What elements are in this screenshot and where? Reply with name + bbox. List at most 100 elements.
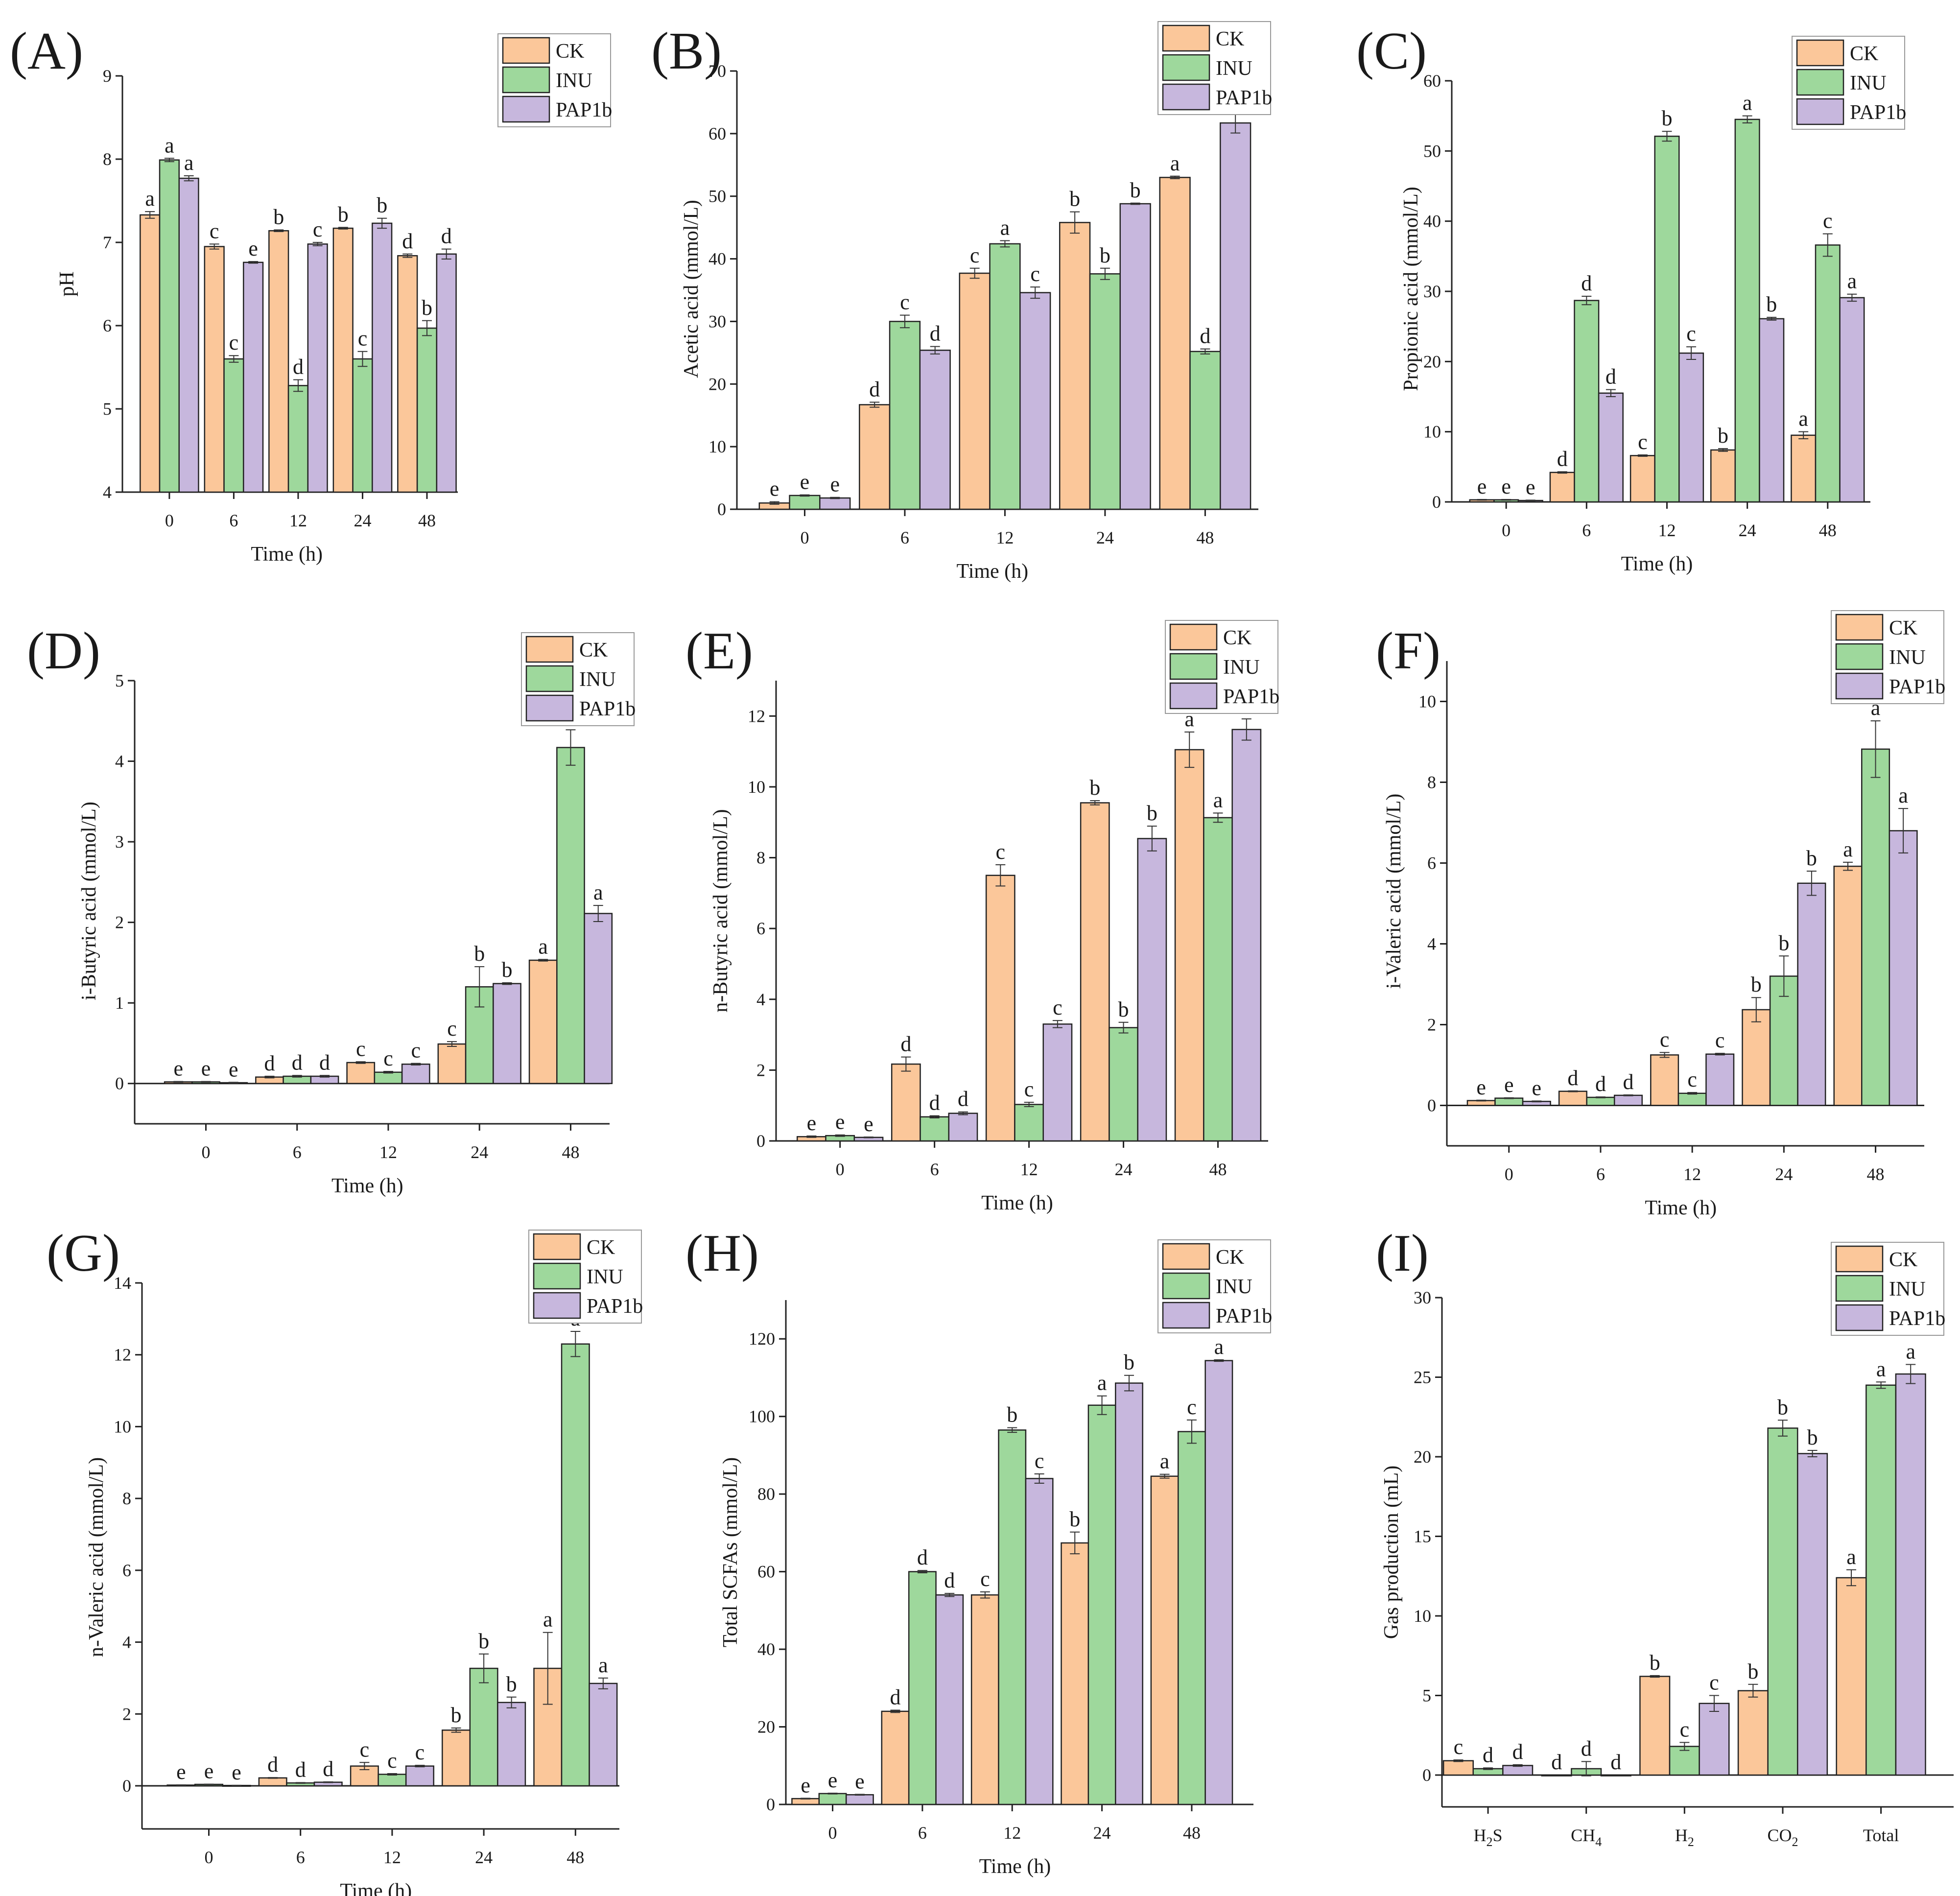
- significance-letter: e: [1501, 474, 1511, 498]
- y-tick-label: 0: [1432, 492, 1441, 512]
- significance-letter: d: [1623, 1070, 1634, 1094]
- significance-letter: e: [201, 1057, 211, 1081]
- bar-CK-CO2: [1737, 1690, 1769, 1776]
- significance-letter: a: [1843, 837, 1853, 861]
- legend-label-INU: INU: [556, 70, 592, 92]
- significance-letter: b: [1807, 1425, 1818, 1449]
- significance-letter: c: [980, 1567, 990, 1591]
- significance-letter: a: [1847, 269, 1857, 293]
- significance-letter: e: [204, 1759, 214, 1783]
- bar-CK-24: [1710, 449, 1736, 503]
- y-axis-title: pH: [56, 271, 78, 296]
- x-tick-label: 0: [828, 1823, 837, 1843]
- significance-letter: b: [1100, 243, 1110, 267]
- significance-letter: d: [402, 229, 413, 253]
- legend-label-PAP1b: PAP1b: [1223, 686, 1279, 708]
- bar-CK-48: [528, 959, 558, 1084]
- significance-letter: a: [1213, 788, 1223, 812]
- bar-PAP1b-6: [243, 261, 264, 493]
- legend-label-INU: INU: [1216, 1276, 1252, 1298]
- y-tick-label: 2: [122, 1704, 131, 1724]
- bar-INU-6: [223, 358, 244, 493]
- bar-CK-12: [268, 230, 289, 493]
- bar-PAP1b-24: [1137, 838, 1167, 1142]
- y-tick-label: 30: [1414, 1288, 1431, 1307]
- x-axis-title: Time (h): [251, 543, 323, 566]
- significance-letter: c: [1053, 995, 1063, 1019]
- x-tick-label: 12: [1003, 1823, 1021, 1843]
- x-tick-label: 24: [1096, 528, 1114, 547]
- y-tick-label: 3: [115, 832, 124, 852]
- significance-letter: e: [1526, 475, 1535, 499]
- significance-letter: c: [447, 1017, 457, 1041]
- significance-letter: d: [1606, 365, 1616, 389]
- significance-letter: a: [543, 1608, 553, 1632]
- bar-CK-48: [1833, 865, 1863, 1106]
- y-tick-label: 6: [1427, 853, 1436, 873]
- significance-letter: b: [1118, 997, 1129, 1021]
- significance-letter: c: [1024, 1077, 1034, 1101]
- chart-panel-I: (I) 0 5 10 15 20 25 30 Gas production (mL) H2S CH4…: [1376, 1224, 1954, 1849]
- legend-swatch-INU: [533, 1262, 581, 1290]
- bar-INU-12: [989, 243, 1021, 510]
- bar-PAP1b-CH4: [1600, 1774, 1631, 1777]
- legend-swatch-PAP1b: [1169, 682, 1218, 710]
- legend-label-INU: INU: [579, 668, 616, 691]
- significance-letter: c: [411, 1039, 421, 1063]
- panel-label: (C): [1356, 22, 1427, 80]
- bar-INU-12: [374, 1071, 403, 1084]
- panel-label: (F): [1376, 622, 1440, 680]
- significance-letter: c: [358, 327, 368, 351]
- bar-INU-0: [818, 1793, 847, 1805]
- y-tick-label: 8: [122, 1489, 131, 1508]
- bar-CK-6: [258, 1777, 287, 1787]
- x-tick-label: 0: [1502, 521, 1511, 540]
- x-tick-label: 6: [1582, 521, 1591, 540]
- y-tick-label: 10: [1418, 692, 1436, 711]
- legend-label-INU: INU: [1850, 72, 1887, 95]
- bar-CK-6: [1549, 472, 1575, 503]
- significance-letter: b: [1650, 1651, 1660, 1675]
- x-tick-label: H2S: [1474, 1825, 1503, 1849]
- significance-letter: b: [1747, 1659, 1758, 1683]
- significance-letter: d: [1567, 1066, 1578, 1090]
- bar-PAP1b-48: [1889, 830, 1918, 1106]
- x-tick-label: 24: [471, 1142, 488, 1162]
- bar-PAP1b-12: [1678, 352, 1704, 503]
- significance-letter: c: [900, 290, 910, 314]
- x-tick-label: 24: [1739, 521, 1756, 540]
- legend-label-INU: INU: [1889, 1278, 1926, 1301]
- significance-letter: b: [474, 942, 485, 966]
- x-axis-title: Time (h): [331, 1175, 403, 1197]
- x-tick-label: 24: [1115, 1160, 1133, 1179]
- y-tick-label: 20: [708, 374, 726, 394]
- bar-INU-0: [1494, 1097, 1524, 1106]
- bar-PAP1b-6: [935, 1594, 964, 1805]
- significance-letter: d: [1483, 1743, 1493, 1767]
- significance-letter: c: [360, 1737, 370, 1761]
- significance-letter: c: [1686, 322, 1696, 346]
- bar-PAP1b-48: [436, 253, 457, 493]
- significance-letter: b: [1130, 178, 1141, 202]
- significance-letter: d: [1610, 1750, 1621, 1774]
- bar-INU-12: [1654, 135, 1680, 503]
- x-tick-label: 0: [202, 1142, 211, 1162]
- bar-INU-24: [1089, 273, 1121, 510]
- bar-INU-48: [1815, 244, 1841, 503]
- legend-swatch-CK: [1835, 1245, 1884, 1273]
- significance-letter: c: [356, 1037, 366, 1061]
- significance-letter: b: [506, 1672, 517, 1696]
- significance-letter: b: [1751, 972, 1762, 996]
- y-tick-label: 8: [1427, 773, 1436, 792]
- y-tick-label: 8: [756, 848, 765, 868]
- x-tick-label: 12: [379, 1142, 397, 1162]
- y-axis-title: Total SCFAs (mmol/L): [719, 1457, 742, 1647]
- bar-PAP1b-12: [405, 1765, 434, 1787]
- y-tick-label: 5: [103, 399, 112, 419]
- y-tick-label: 40: [708, 249, 726, 269]
- panel-label: (E): [685, 622, 753, 680]
- x-tick-label: 6: [1596, 1164, 1605, 1184]
- panel-label: (A): [10, 22, 83, 80]
- legend-swatch-INU: [502, 66, 550, 94]
